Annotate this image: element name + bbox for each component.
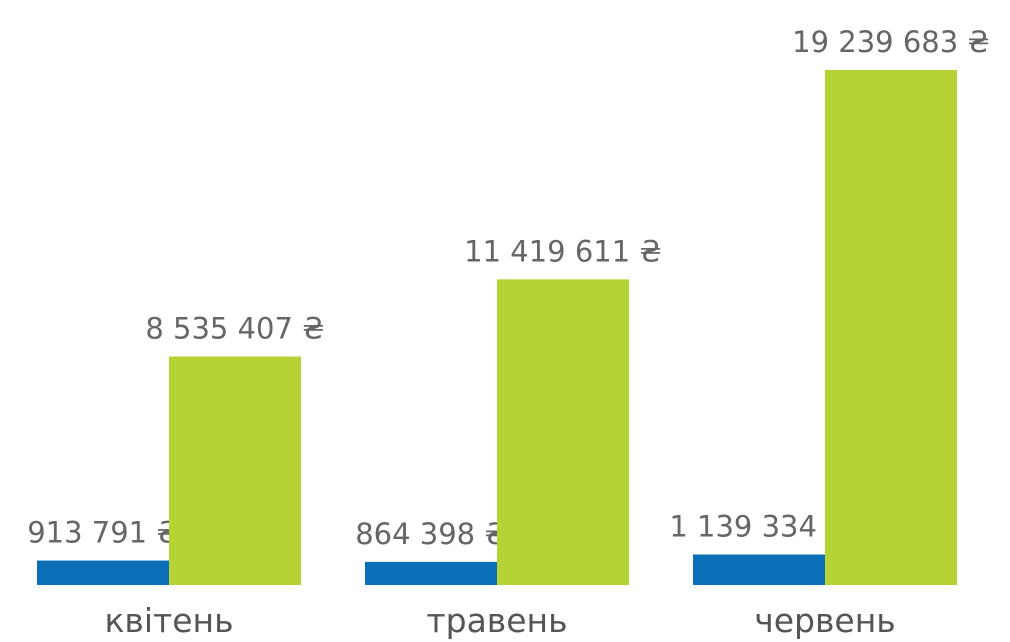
bar <box>825 70 957 585</box>
value-label: 8 535 407 ₴ <box>145 312 324 346</box>
bar <box>693 554 825 585</box>
bar <box>37 560 169 585</box>
bar <box>169 356 301 585</box>
bar <box>497 279 629 585</box>
value-label: 1 139 334 ₴ <box>669 510 848 544</box>
category-label: травень <box>426 601 567 640</box>
value-label: 864 398 ₴ <box>355 517 507 551</box>
category-label: квітень <box>104 601 233 640</box>
bar <box>365 561 497 585</box>
category-label: червень <box>754 601 896 640</box>
value-label: 19 239 683 ₴ <box>792 25 990 59</box>
value-label: 11 419 611 ₴ <box>464 234 662 268</box>
value-label: 913 791 ₴ <box>27 516 179 550</box>
